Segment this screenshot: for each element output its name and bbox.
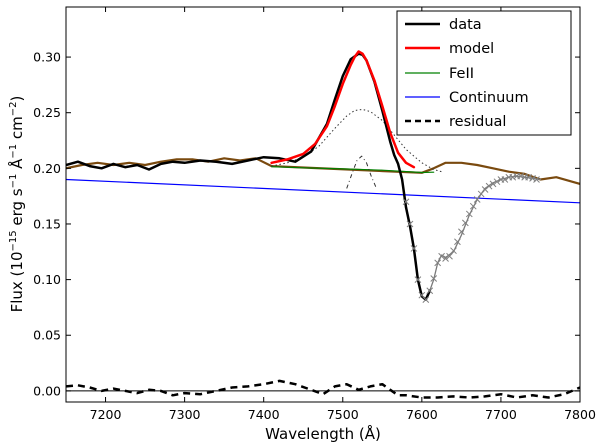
marker-point — [450, 247, 457, 255]
marker-point — [529, 174, 536, 182]
x-tick-label: 7700 — [485, 407, 517, 422]
legend-label-data: data — [449, 17, 482, 33]
series-line-broad-component — [271, 108, 442, 173]
series-line-residual — [66, 379, 580, 399]
y-tick-label: 0.20 — [33, 161, 61, 176]
tick-layer: 7200 7300 7400 7500 7600 7700 7800 0.00 0.05 0.10… — [33, 7, 596, 422]
y-axis-label: Flux (10−15 erg s−1 Å−1 cm−2) — [7, 96, 26, 313]
marker-layer — [402, 172, 540, 303]
marker-point — [434, 259, 442, 267]
legend: data model FeII Continuum residual — [396, 10, 572, 136]
x-axis-label: Wavelength (Å) — [265, 424, 381, 443]
marker-point — [438, 252, 445, 260]
y-tick-label: 0.15 — [33, 216, 61, 231]
marker-point — [489, 180, 497, 188]
marker-point — [469, 202, 477, 210]
x-tick-label: 7200 — [90, 407, 122, 422]
series-line-narrow-component — [346, 155, 377, 189]
marker-point — [430, 275, 438, 282]
marker-point — [410, 245, 418, 252]
legend-label-feii: FeII — [449, 66, 474, 82]
legend-label-continuum: Continuum — [449, 90, 529, 106]
marker-point — [426, 287, 434, 295]
x-tick-label: 7800 — [564, 407, 596, 422]
marker-point — [493, 178, 501, 186]
y-tick-label: 0.05 — [33, 328, 61, 343]
marker-point — [442, 255, 449, 262]
legend-label-residual: residual — [449, 114, 506, 130]
x-tick-label: 7500 — [327, 407, 359, 422]
x-tick-label: 7300 — [169, 407, 201, 422]
marker-point — [509, 173, 517, 181]
marker-point — [465, 210, 473, 218]
marker-point — [422, 296, 430, 303]
marker-point — [533, 176, 540, 183]
series-line-data-alt-brown — [66, 157, 580, 185]
y-tick-label: 0.25 — [33, 105, 61, 120]
y-tick-label: 0.10 — [33, 272, 61, 287]
legend-label-model: model — [449, 41, 494, 57]
marker-point — [406, 220, 414, 228]
y-tick-label: 0.00 — [33, 383, 61, 398]
marker-point — [461, 219, 469, 227]
x-tick-label: 7600 — [406, 407, 438, 422]
marker-point — [414, 276, 422, 283]
marker-point — [454, 238, 461, 246]
marker-point — [501, 176, 509, 183]
series-line-continuum — [66, 178, 580, 204]
marker-point — [485, 182, 493, 190]
marker-point — [517, 172, 525, 180]
y-tick-label: 0.30 — [33, 50, 61, 65]
marker-point — [525, 173, 532, 181]
series-line-absorption-tail — [425, 175, 542, 301]
x-tick-label: 7400 — [248, 407, 280, 422]
marker-point — [402, 198, 410, 206]
plot-frame — [65, 6, 581, 403]
series-layer — [66, 50, 580, 399]
marker-point — [458, 228, 465, 236]
marker-point — [446, 252, 453, 260]
series-line-model — [270, 50, 416, 169]
series-line-feii — [271, 166, 435, 174]
marker-point — [473, 196, 481, 203]
